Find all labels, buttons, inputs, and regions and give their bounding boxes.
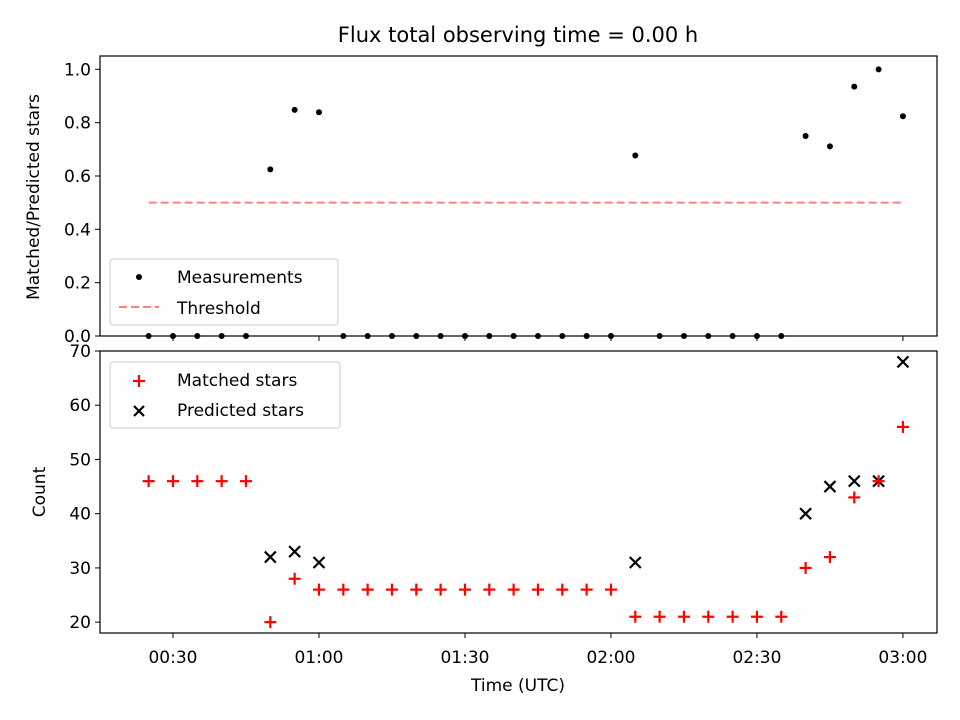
top-y-tick-label: 0.2 <box>64 274 91 294</box>
bottom-panel: 20 30 40 50 60 70 00:30 01:00 01:30 02:00 02:30 03… <box>30 342 938 696</box>
measurement-point <box>851 83 858 90</box>
legend-predicted-label: Predicted stars <box>177 401 304 421</box>
legend-threshold-label: Threshold <box>176 299 261 319</box>
matched-star-point <box>799 561 812 574</box>
measurement-point <box>802 133 809 139</box>
top-x-ticks <box>172 336 904 341</box>
matched-star-point <box>677 610 690 623</box>
bottom-legend-box <box>109 361 341 429</box>
x-tick-label: 02:00 <box>586 648 635 668</box>
top-y-tick-label: 0.4 <box>64 220 91 240</box>
legend-matched-label: Matched stars <box>177 371 297 391</box>
top-y-tick-label: 0.8 <box>64 114 91 134</box>
legend-matched-marker <box>133 375 145 387</box>
predicted-star-point <box>288 545 301 558</box>
matched-star-point <box>580 583 593 596</box>
x-axis-label: Time (UTC) <box>470 676 565 696</box>
matched-star-point <box>507 583 520 596</box>
x-tick-label: 02:30 <box>732 648 781 668</box>
measurement-point <box>315 109 322 116</box>
matched-star-point <box>385 583 398 596</box>
bottom-y-tick-label: 70 <box>69 342 91 362</box>
matched-star-point <box>896 420 909 433</box>
top-plot-frame <box>99 55 938 337</box>
matched-star-point <box>191 475 204 488</box>
predicted-star-point <box>799 507 812 520</box>
matched-star-point <box>458 583 471 596</box>
bottom-legend: Matched stars Predicted stars <box>109 361 341 429</box>
legend-measurements-label: Measurements <box>177 268 303 288</box>
matched-star-point <box>483 583 496 596</box>
matched-star-point <box>337 583 350 596</box>
bottom-y-tick-label: 50 <box>69 450 91 470</box>
bottom-x-axis: 00:30 01:00 01:30 02:00 02:30 03:00 <box>148 633 927 668</box>
x-tick-label: 00:30 <box>148 648 197 668</box>
top-legend-box <box>109 258 339 326</box>
chart-title: Flux total observing time = 0.00 h <box>338 23 698 47</box>
matched-star-point <box>288 572 301 585</box>
matched-star-point <box>434 583 447 596</box>
bottom-y-tick-label: 40 <box>69 505 91 525</box>
measurement-point <box>291 106 298 113</box>
predicted-star-point <box>823 480 837 493</box>
matched-star-point <box>604 583 617 596</box>
matched-star-point <box>556 583 569 596</box>
measurement-point <box>875 66 882 73</box>
measurement-point <box>899 113 906 120</box>
bottom-y-axis: 20 30 40 50 60 70 <box>69 342 100 633</box>
predicted-star-point <box>264 550 277 564</box>
matched-star-point <box>215 475 228 488</box>
x-tick-label: 01:30 <box>440 648 489 668</box>
predicted-star-point <box>896 355 910 369</box>
predicted-star-point <box>312 556 326 569</box>
measurement-point <box>267 166 274 173</box>
matched-star-point <box>239 475 252 488</box>
bottom-y-tick-label: 60 <box>69 396 91 416</box>
measurement-point <box>826 143 833 150</box>
matched-star-point <box>726 610 739 623</box>
matched-star-point <box>653 610 666 623</box>
matched-star-point <box>531 583 544 596</box>
top-y-axis: 0.0 0.2 0.4 0.6 0.8 1.0 <box>64 60 100 347</box>
top-panel: 0.0 0.2 0.4 0.6 0.8 1.0 Matched/Predicted sta… <box>24 55 938 347</box>
bottom-y-tick-label: 20 <box>69 613 91 633</box>
top-legend: Measurements Threshold <box>109 258 339 326</box>
matched-star-point <box>166 475 179 488</box>
matched-star-point <box>872 475 885 488</box>
legend-measurements-marker <box>136 274 142 280</box>
bottom-marks <box>142 355 910 629</box>
matched-star-point <box>312 583 325 596</box>
x-tick-label: 03:00 <box>878 648 927 668</box>
legend-predicted-marker <box>133 405 145 417</box>
matched-star-point <box>629 610 642 623</box>
top-y-tick-label: 0.0 <box>64 327 91 347</box>
matched-star-point <box>264 616 277 629</box>
matched-star-point <box>848 491 861 504</box>
matched-star-point <box>750 610 763 623</box>
top-y-tick-label: 1.0 <box>64 60 91 80</box>
matched-star-point <box>142 475 155 488</box>
x-tick-label: 01:00 <box>294 648 343 668</box>
bottom-y-axis-label: Count <box>30 466 50 517</box>
matched-star-point <box>410 583 423 596</box>
measurement-point <box>632 152 639 159</box>
predicted-star-point <box>629 556 642 569</box>
top-y-axis-label: Matched/Predicted stars <box>24 94 44 300</box>
bottom-y-tick-label: 30 <box>69 559 91 579</box>
top-y-tick-label: 0.6 <box>64 167 91 187</box>
matched-star-point <box>702 610 715 623</box>
matched-star-point <box>823 551 836 564</box>
matched-star-point <box>775 610 788 623</box>
predicted-star-point <box>847 474 861 488</box>
matched-star-point <box>361 583 374 596</box>
bottom-plot-frame <box>99 350 938 634</box>
